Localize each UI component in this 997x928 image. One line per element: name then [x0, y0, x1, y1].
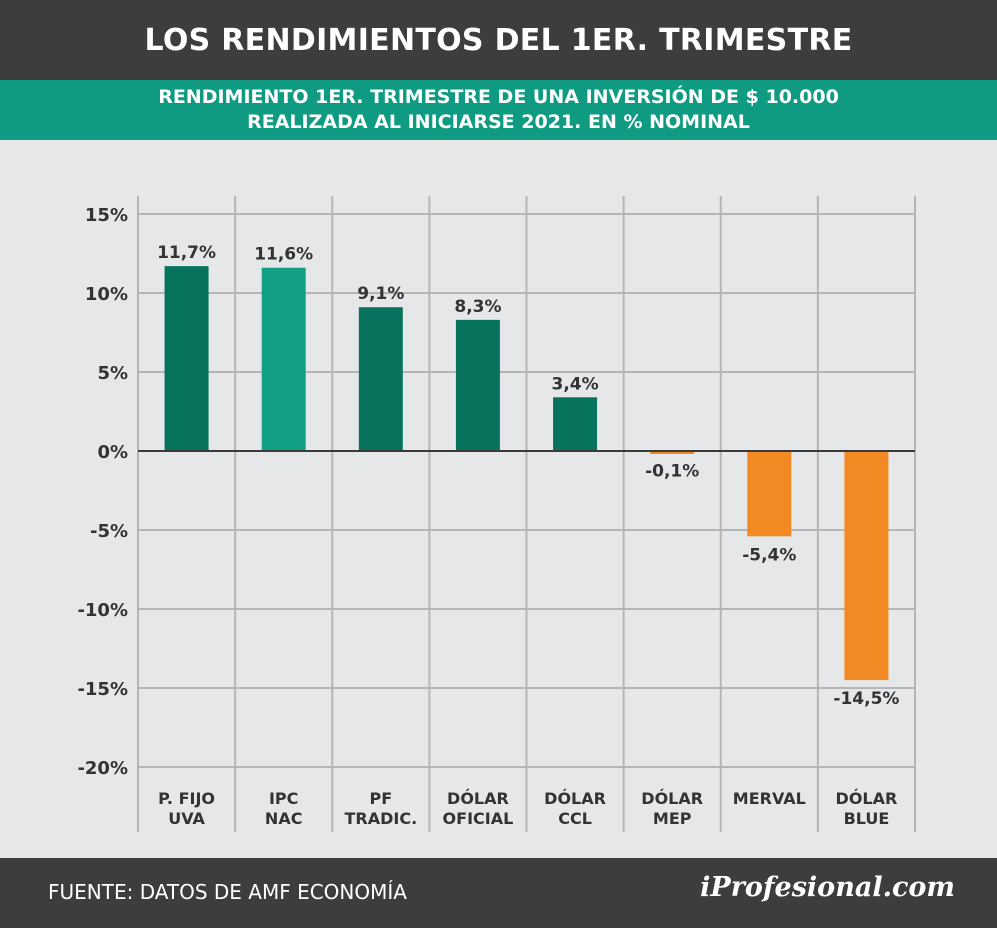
- y-tick-label: 5%: [97, 363, 128, 384]
- x-tick-label: NAC: [265, 809, 303, 828]
- x-tick-label: PF: [369, 789, 392, 808]
- y-tick-label: -10%: [77, 600, 128, 621]
- y-tick-label: -15%: [77, 679, 128, 700]
- y-tick-label: -5%: [90, 521, 128, 542]
- x-tick-label: UVA: [168, 809, 205, 828]
- data-label: 8,3%: [454, 297, 501, 317]
- x-tick-label: MEP: [653, 809, 692, 828]
- x-tick-label: BLUE: [844, 809, 890, 828]
- subtitle-line-1: RENDIMIENTO 1ER. TRIMESTRE DE UNA INVERS…: [158, 86, 839, 108]
- data-label: -0,1%: [645, 462, 699, 482]
- data-label: 9,1%: [357, 284, 404, 304]
- title-bar: LOS RENDIMIENTOS DEL 1ER. TRIMESTRE: [0, 0, 997, 80]
- y-tick-label: 0%: [97, 442, 128, 463]
- bar: [358, 307, 403, 451]
- bar: [844, 451, 889, 681]
- data-label: 3,4%: [551, 374, 598, 394]
- footer-bar: FUENTE: DATOS DE AMF ECONOMÍA iProfesion…: [0, 858, 997, 928]
- x-tick-label: CCL: [558, 809, 592, 828]
- subtitle-line-2: REALIZADA AL INICIARSE 2021. EN % NOMINA…: [247, 111, 750, 133]
- x-tick-label: DÓLAR: [836, 789, 898, 808]
- x-tick-label: MERVAL: [733, 789, 806, 808]
- y-tick-label: 15%: [85, 205, 128, 226]
- bar: [553, 397, 598, 451]
- x-tick-label: TRADIC.: [344, 809, 417, 828]
- bar: [747, 451, 792, 537]
- y-tick-label: 10%: [85, 284, 128, 305]
- brand-logo: iProfesional.com: [700, 872, 955, 903]
- subtitle-bar: RENDIMIENTO 1ER. TRIMESTRE DE UNA INVERS…: [0, 80, 997, 140]
- source-note: FUENTE: DATOS DE AMF ECONOMÍA: [48, 880, 407, 904]
- chart-title: LOS RENDIMIENTOS DEL 1ER. TRIMESTRE: [144, 22, 853, 58]
- bar-chart: 15% 10% 5% 0% -5% -10% -15% -20% 11,7% P. FIJOUVA…: [77, 196, 916, 832]
- bar: [650, 451, 695, 454]
- bar: [261, 267, 306, 451]
- x-tick-label: OFICIAL: [443, 809, 514, 828]
- x-tick-label: DÓLAR: [544, 789, 606, 808]
- bar: [164, 266, 209, 451]
- data-label: 11,7%: [157, 243, 216, 263]
- data-label: 11,6%: [254, 245, 313, 265]
- y-tick-label: -20%: [77, 758, 128, 779]
- chart-area: 15% 10% 5% 0% -5% -10% -15% -20% 11,7% P. FIJO UVA…: [0, 140, 997, 858]
- bar: [455, 319, 500, 451]
- x-tick-label: P. FIJO: [158, 789, 215, 808]
- data-label: -5,4%: [742, 545, 796, 565]
- data-label: -14,5%: [833, 689, 899, 709]
- x-tick-label: DÓLAR: [447, 789, 509, 808]
- x-tick-label: IPC: [269, 789, 298, 808]
- x-tick-label: DÓLAR: [641, 789, 703, 808]
